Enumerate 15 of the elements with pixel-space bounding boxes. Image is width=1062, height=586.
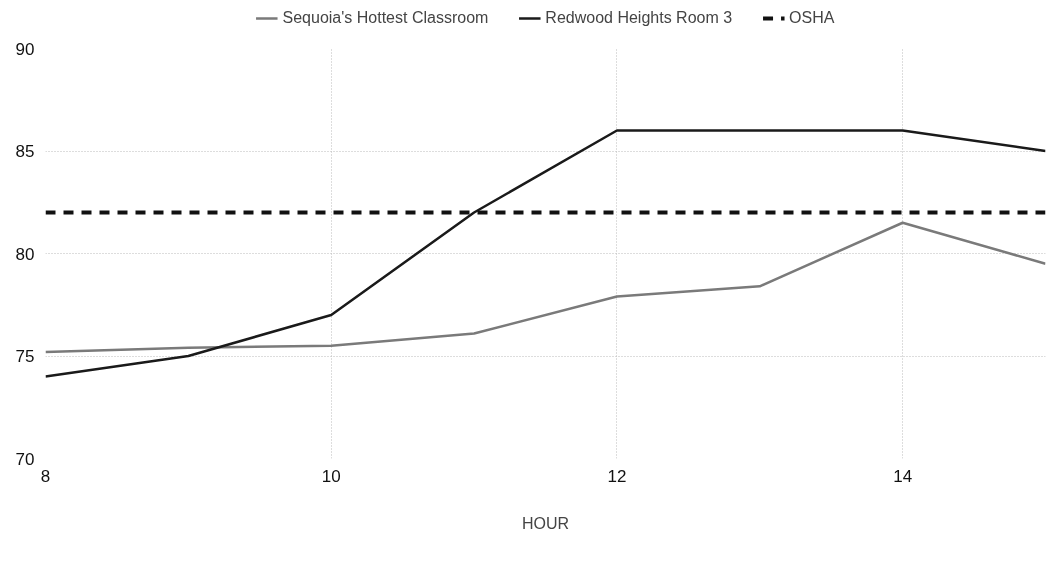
line-series bbox=[45, 129, 1046, 378]
x-axis-title: HOUR bbox=[521, 514, 570, 532]
x-tick-label: 8 bbox=[40, 466, 51, 486]
line-series bbox=[45, 221, 1046, 354]
legend-label: Redwood Heights Room 3 bbox=[545, 9, 733, 27]
legend-label: Sequoia's Hottest Classroom bbox=[282, 9, 489, 27]
y-tick-label: 70 bbox=[15, 449, 35, 469]
y-tick-label: 75 bbox=[15, 347, 35, 366]
x-tick-label: 14 bbox=[893, 466, 913, 486]
x-tick-label: 12 bbox=[607, 466, 627, 486]
legend-label: OSHA bbox=[789, 9, 835, 27]
y-tick-label: 90 bbox=[15, 39, 35, 59]
y-tick-label: 80 bbox=[15, 244, 35, 264]
y-tick-label: 85 bbox=[15, 142, 35, 161]
x-tick-label: 10 bbox=[321, 466, 341, 486]
